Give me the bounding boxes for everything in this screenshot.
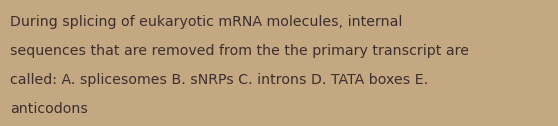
Text: called: A. splicesomes B. sNRPs C. introns D. TATA boxes E.: called: A. splicesomes B. sNRPs C. intro… bbox=[10, 73, 428, 87]
Text: During splicing of eukaryotic mRNA molecules, internal: During splicing of eukaryotic mRNA molec… bbox=[10, 15, 402, 29]
Text: anticodons: anticodons bbox=[10, 102, 88, 116]
Text: sequences that are removed from the the primary transcript are: sequences that are removed from the the … bbox=[10, 44, 469, 58]
